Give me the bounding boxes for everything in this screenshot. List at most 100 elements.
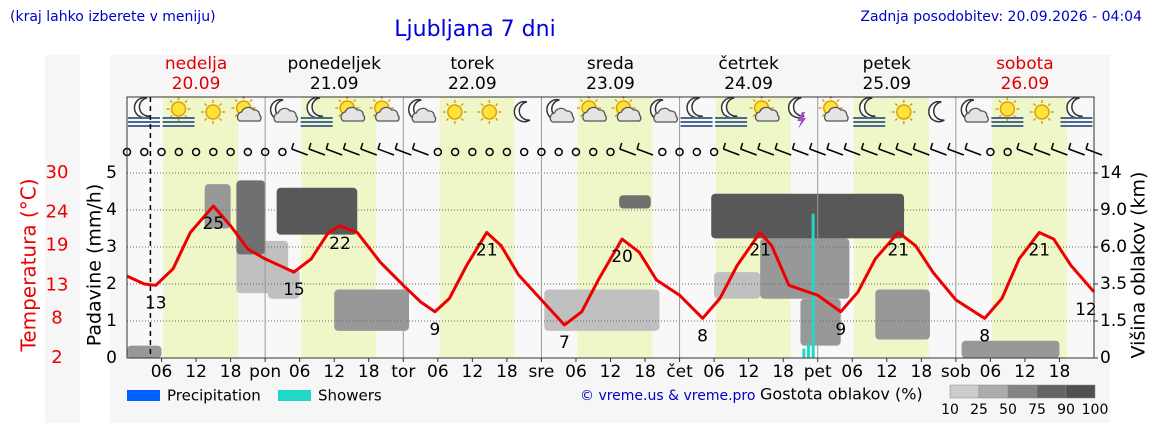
cloud-icon [273, 107, 299, 123]
x-tick-label: 12 [600, 362, 622, 382]
cloud-block [236, 180, 266, 255]
wind-barb [1068, 148, 1085, 156]
wind-calm [260, 147, 270, 157]
sun-ray [169, 99, 173, 104]
x-tick-label: 12 [876, 362, 898, 382]
sun-ray [204, 102, 208, 107]
sun-ray [338, 98, 342, 103]
wind-calm [675, 147, 684, 157]
cloud-block [800, 298, 841, 346]
wind-calm [433, 147, 443, 157]
wind-barb-tick [308, 142, 312, 150]
wind-calm [243, 147, 253, 157]
chart-title: Ljubljana 7 dni [394, 17, 555, 42]
day-name: četrtek [718, 54, 779, 74]
wind-barb [740, 148, 757, 156]
temperature-label: 20 [611, 247, 633, 267]
density-tick-label: 50 [999, 402, 1017, 418]
legend-swatch [278, 390, 311, 401]
y-tick-label: 1 [106, 311, 117, 331]
x-tick-label: 12 [1014, 362, 1036, 382]
wind-barb [774, 148, 792, 156]
sun-icon [205, 104, 221, 120]
x-tick-label: 18 [634, 362, 656, 382]
wind-barb [895, 148, 913, 156]
wind-barb-tick [843, 142, 847, 150]
y-tick-label: 5 [106, 163, 117, 183]
temperature-label: 9 [835, 320, 846, 340]
wind-barb [412, 148, 429, 156]
day-date: 21.09 [310, 74, 359, 94]
cloud-icon [823, 106, 849, 122]
sun-ray [1032, 102, 1037, 107]
cloud-block [127, 345, 162, 358]
wind-barb-tick [636, 142, 640, 150]
wind-barb [360, 148, 378, 156]
wind-barb-tick [1033, 142, 1037, 150]
sun-ray [184, 99, 188, 104]
cloud-block [334, 289, 410, 331]
wind-barb [757, 148, 775, 156]
sun-ray [338, 113, 342, 118]
wind-barb-tick [1085, 142, 1089, 150]
sun-ray [234, 113, 238, 118]
cloud-block [544, 289, 660, 331]
sun-ray [353, 98, 357, 103]
sun-ray [629, 98, 633, 103]
cloud-icon [340, 106, 366, 122]
wind-barb [809, 148, 826, 156]
day-name: nedelja [165, 54, 227, 74]
x-tick-label: 06 [703, 362, 725, 382]
sun-ray [894, 102, 898, 107]
wind-barb [619, 148, 637, 156]
cloud-icon [653, 107, 678, 123]
wind-barb [913, 148, 930, 156]
wind-barb-tick [377, 142, 381, 150]
sun-ray [249, 98, 253, 103]
day-name: torek [450, 54, 494, 74]
wind-calm [140, 147, 149, 157]
legend-label: Showers [318, 387, 382, 405]
y-axis-title: Padavine (mm/h) [84, 184, 106, 347]
temperature-label: 21 [1028, 240, 1050, 260]
wind-calm [658, 147, 667, 157]
wind-calm [485, 147, 494, 157]
wind-calm [709, 147, 719, 157]
sun-ray [495, 117, 499, 122]
x-tick-label: sob [941, 362, 971, 382]
wind-barb-tick [394, 142, 398, 150]
cloud-icon [582, 106, 607, 122]
wind-barb [826, 148, 844, 156]
sun-ray [579, 98, 584, 103]
wind-barb-tick [878, 142, 882, 150]
temperature-label: 8 [979, 326, 990, 346]
wind-barb-tick [757, 142, 761, 150]
temperature-label: 21 [749, 240, 771, 260]
sun-ray [909, 102, 913, 107]
x-tick-label: pon [249, 362, 281, 382]
sun-ray [1047, 102, 1051, 107]
x-tick-label: 18 [358, 362, 380, 382]
density-title: Gostota oblakov (%) [760, 385, 923, 404]
x-tick-label: 12 [462, 362, 484, 382]
y2-tick-label: 1.5 [1100, 311, 1127, 331]
sun-ray [204, 117, 208, 122]
day-date: 22.09 [448, 74, 497, 94]
wind-barb-tick [411, 142, 416, 150]
wind-calm [157, 147, 166, 157]
wind-calm [519, 147, 529, 157]
wind-calm [554, 147, 563, 157]
day-name: sreda [587, 54, 634, 74]
x-tick-label: 18 [220, 362, 242, 382]
y2-axis-title: Višina oblakov (km) [1128, 172, 1150, 359]
sun-icon [999, 101, 1016, 117]
density-swatch [1065, 384, 1096, 399]
sun-ray [998, 99, 1002, 104]
x-tick-label: 06 [565, 362, 587, 382]
day-date: 26.09 [1001, 74, 1050, 94]
temperature-tick-label: 13 [46, 274, 69, 295]
day-name: sobota [996, 54, 1054, 74]
wind-barb [930, 148, 947, 156]
wind-barb-tick [342, 142, 347, 150]
